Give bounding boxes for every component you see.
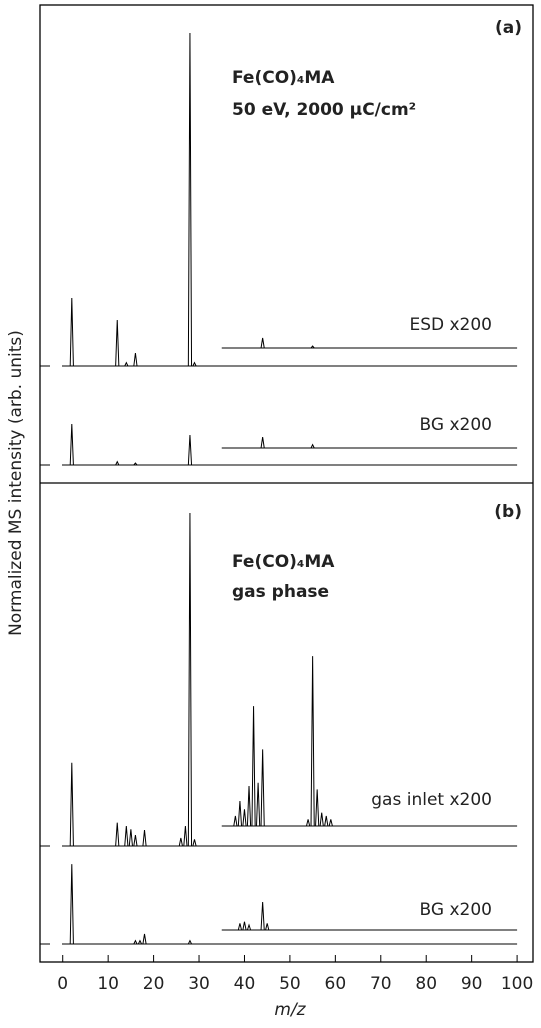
peak: [265, 923, 270, 931]
peak: [128, 829, 133, 847]
peak: [256, 782, 261, 827]
x-tick-label: 30: [188, 974, 210, 994]
peak: [69, 424, 74, 466]
peak: [319, 812, 324, 827]
peak: [142, 829, 147, 847]
peak: [187, 32, 193, 367]
peak: [246, 786, 252, 827]
peak: [183, 825, 188, 847]
peak: [305, 819, 311, 827]
x-tick-label: 40: [234, 974, 256, 994]
peak: [310, 443, 315, 449]
x-tick-label: 0: [57, 974, 68, 994]
peak: [242, 921, 247, 931]
annotation: Fe(CO)₄MA: [232, 68, 335, 88]
peak: [328, 819, 333, 827]
x-tick-label: 80: [415, 974, 437, 994]
peak: [115, 460, 120, 466]
annotation: gas phase: [232, 582, 329, 602]
x-tick-label: 10: [97, 974, 119, 994]
peak: [115, 320, 120, 367]
x-axis-label: m/z: [274, 1000, 306, 1020]
peak: [133, 939, 138, 945]
peak: [310, 656, 315, 827]
peak: [133, 462, 138, 466]
peak: [133, 834, 138, 847]
peak: [237, 923, 243, 931]
peak: [315, 789, 320, 827]
peak: [187, 939, 192, 945]
annotation: 50 eV, 2000 μC/cm²: [232, 100, 416, 120]
panel-label: (a): [495, 18, 522, 38]
peak: [246, 923, 252, 931]
trace-label: ESD x200: [409, 315, 492, 335]
peak: [69, 864, 74, 945]
peak: [124, 361, 129, 367]
y-axis-label: Normalized MS intensity (arb. units): [6, 330, 26, 636]
peak: [69, 762, 74, 847]
x-tick-label: 20: [143, 974, 165, 994]
peak: [260, 337, 265, 349]
x-tick-label: 90: [461, 974, 483, 994]
panel-label: (b): [494, 502, 522, 522]
peak: [69, 298, 74, 367]
peak: [192, 361, 197, 367]
peak: [260, 901, 265, 931]
peak: [192, 839, 197, 847]
peak: [137, 939, 143, 945]
peak: [260, 436, 265, 449]
annotation: Fe(CO)₄MA: [232, 552, 335, 572]
peak: [251, 706, 256, 827]
peak: [310, 345, 315, 349]
peak: [187, 512, 193, 847]
peak: [133, 352, 138, 367]
peak: [178, 837, 183, 847]
peak: [242, 809, 247, 827]
x-tick-label: 50: [279, 974, 301, 994]
trace-label: BG x200: [420, 415, 492, 435]
peak: [237, 800, 243, 827]
peak: [324, 815, 329, 827]
trace-label: BG x200: [420, 900, 492, 920]
x-tick-label: 70: [370, 974, 392, 994]
peak: [142, 933, 147, 945]
peak: [233, 815, 238, 827]
x-tick-label: 100: [501, 974, 533, 994]
trace-label: gas inlet x200: [371, 790, 492, 810]
x-tick-label: 60: [325, 974, 347, 994]
peak: [124, 825, 129, 847]
peak: [187, 435, 193, 466]
peak: [115, 822, 120, 847]
peak: [260, 749, 265, 827]
